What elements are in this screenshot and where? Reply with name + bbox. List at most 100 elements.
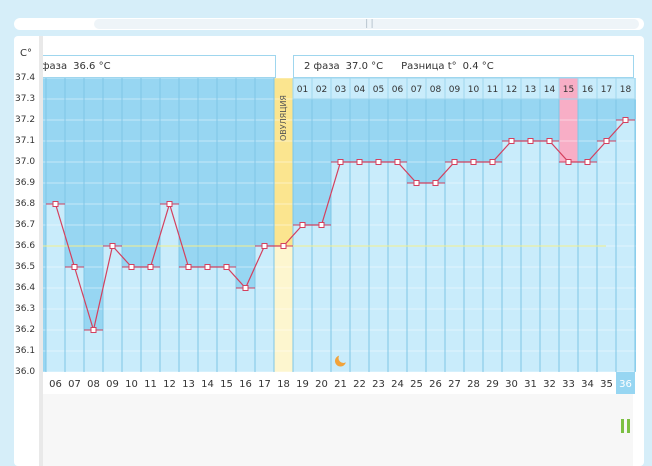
scrollbar-grip-icon[interactable]: ||: [364, 19, 375, 29]
y-tick-label: 36.9: [15, 178, 36, 188]
phase2-day-label: 15: [563, 85, 574, 95]
temperature-point: [508, 138, 515, 144]
day-label: 09: [106, 379, 119, 390]
day-label: 36: [619, 379, 632, 390]
temp-diff-value: 0.4 °C: [462, 61, 494, 72]
day-label: 07: [68, 379, 81, 390]
phase2-value: 37.0 °C: [345, 61, 384, 72]
y-tick-label: 36.2: [15, 325, 36, 335]
temperature-column: [65, 267, 84, 372]
temperature-point: [470, 159, 477, 165]
temperature-column: [236, 288, 255, 372]
phase1-label: фаза: [41, 61, 68, 72]
left-divider: [39, 36, 43, 466]
x-axis-bar: [40, 372, 636, 394]
notes-area: [43, 394, 633, 466]
temperature-column: [350, 162, 369, 372]
temperature-point: [52, 201, 59, 207]
temperature-column: [578, 162, 597, 372]
temperature-point: [375, 159, 382, 165]
day-label: 12: [163, 379, 176, 390]
day-label: 27: [448, 379, 461, 390]
phase2-day-label: 13: [525, 85, 536, 95]
temperature-column: [407, 183, 426, 372]
day-label: 29: [486, 379, 499, 390]
temperature-point: [337, 159, 344, 165]
day-label: 25: [410, 379, 423, 390]
y-tick-label: 36.7: [15, 220, 36, 230]
temperature-point: [432, 180, 439, 186]
phase2-day-label: 08: [430, 85, 442, 95]
pause-icon[interactable]: [621, 419, 631, 433]
day-label: 26: [429, 379, 442, 390]
y-tick-label: 36.6: [15, 241, 36, 251]
temperature-column: [103, 246, 122, 372]
y-tick-label: 36.4: [15, 283, 36, 293]
temperature-point: [71, 264, 78, 270]
temperature-point: [394, 159, 401, 165]
day-label: 06: [49, 379, 62, 390]
day-label: 22: [353, 379, 366, 390]
temperature-point: [622, 117, 629, 123]
phase2-label: 2 фаза: [304, 61, 340, 72]
temperature-column: [255, 246, 274, 372]
temperature-column: [331, 162, 350, 372]
y-tick-label: 37.2: [15, 115, 36, 125]
y-tick-label: 36.5: [15, 262, 36, 272]
day-label: 28: [467, 379, 480, 390]
temperature-point: [527, 138, 534, 144]
scrollbar-thumb[interactable]: [94, 19, 639, 29]
temperature-column: [521, 141, 540, 372]
day-label: 31: [524, 379, 537, 390]
temp-diff-label: Разница t°: [401, 61, 457, 72]
temperature-point: [299, 222, 306, 228]
phase2-day-label: 09: [449, 85, 461, 95]
phase1-box: фаза 36.6 °C: [40, 55, 276, 78]
phase2-day-label: 02: [316, 85, 327, 95]
ovulation-column-lower: [274, 246, 293, 372]
day-label: 20: [315, 379, 328, 390]
temperature-column: [540, 141, 559, 372]
phase2-day-label: 01: [297, 85, 308, 95]
day-label: 08: [87, 379, 100, 390]
day-label: 18: [277, 379, 290, 390]
day-label: 30: [505, 379, 518, 390]
temperature-point: [204, 264, 211, 270]
temperature-point: [223, 264, 230, 270]
temperature-column: [388, 162, 407, 372]
day-label: 23: [372, 379, 385, 390]
y-axis-unit: C°: [20, 48, 32, 59]
temperature-point: [451, 159, 458, 165]
temperature-point: [413, 180, 420, 186]
day-label: 24: [391, 379, 404, 390]
day-label: 35: [600, 379, 613, 390]
temperature-column: [464, 162, 483, 372]
day-label: 13: [182, 379, 195, 390]
phase2-day-label: 04: [354, 85, 366, 95]
y-tick-label: 36.3: [15, 304, 36, 314]
phase2-day-label: 07: [411, 85, 422, 95]
temperature-column: [616, 120, 635, 372]
day-label: 16: [239, 379, 252, 390]
temperature-column: [483, 162, 502, 372]
phase2-day-label: 17: [601, 85, 612, 95]
y-tick-label: 37.3: [15, 94, 36, 104]
temperature-column: [597, 141, 616, 372]
temperature-column: [141, 267, 160, 372]
temperature-point: [280, 243, 287, 249]
temperature-column: [179, 267, 198, 372]
bbt-chart: 01 02 03 04 05 06 07 08 09 10 11 12 13 14 15 16 17 18 ОВУЛ…: [40, 78, 636, 394]
day-label: 32: [543, 379, 556, 390]
phase2-day-label: 05: [373, 85, 384, 95]
temperature-point: [166, 201, 173, 207]
y-tick-label: 36.1: [15, 346, 36, 356]
day-label: 10: [125, 379, 138, 390]
moon-icon-cutout: [338, 353, 349, 363]
day-label: 14: [201, 379, 214, 390]
y-tick-label: 37.4: [15, 73, 36, 83]
day-label: 33: [562, 379, 575, 390]
temperature-point: [90, 327, 97, 333]
temperature-column: [217, 267, 236, 372]
temperature-point: [489, 159, 496, 165]
temperature-column: [559, 162, 578, 372]
